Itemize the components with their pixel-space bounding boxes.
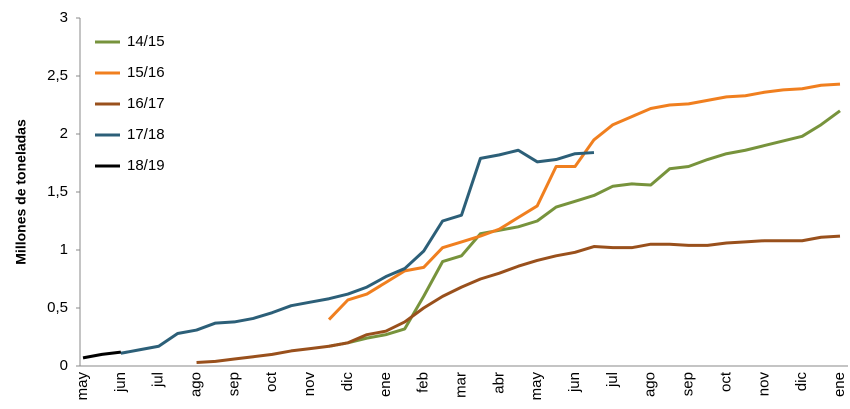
y-tick-label: 0 <box>60 357 68 374</box>
x-tick-label: oct <box>263 371 280 392</box>
y-tick-label: 1 <box>60 241 68 258</box>
x-tick-label: nov <box>301 372 318 397</box>
x-tick-label: sep <box>225 372 242 396</box>
y-axis-label: Millones de toneladas <box>13 119 29 265</box>
series-line <box>327 82 841 321</box>
x-tick-label: oct <box>717 371 734 392</box>
x-tick-label: ago <box>642 372 659 397</box>
x-tick-label: jul <box>604 372 621 388</box>
x-tick-label: dic <box>793 372 810 392</box>
legend-label: 14/15 <box>127 33 165 50</box>
series-line <box>328 109 841 348</box>
x-tick-label: feb <box>415 372 432 393</box>
legend-label: 18/19 <box>127 157 165 174</box>
x-tick-label: mar <box>452 372 469 398</box>
x-tick-label: nov <box>755 372 772 397</box>
y-tick-label: 2,5 <box>47 67 68 84</box>
x-tick-label: ago <box>188 372 205 397</box>
series-line <box>196 234 841 365</box>
x-tick-label: jun <box>566 372 583 393</box>
x-tick-label: jun <box>112 372 129 393</box>
legend-label: 16/17 <box>127 95 165 112</box>
x-tick-label: ene <box>377 372 394 397</box>
y-tick-label: 3 <box>60 9 68 26</box>
y-tick-label: 2 <box>60 125 68 142</box>
x-tick-label: dic <box>339 372 356 392</box>
legend-label: 17/18 <box>127 126 165 143</box>
series-line <box>82 350 122 360</box>
y-tick-label: 1,5 <box>47 183 68 200</box>
x-tick-label: may <box>74 372 91 401</box>
x-tick-label: abr <box>490 372 507 394</box>
x-tick-label: ene <box>831 372 848 397</box>
legend-label: 15/16 <box>127 64 165 81</box>
x-tick-label: may <box>528 372 545 401</box>
x-tick-label: sep <box>680 372 697 396</box>
y-tick-label: 0,5 <box>47 299 68 316</box>
series-line <box>120 148 595 355</box>
x-tick-label: jul <box>150 372 167 388</box>
